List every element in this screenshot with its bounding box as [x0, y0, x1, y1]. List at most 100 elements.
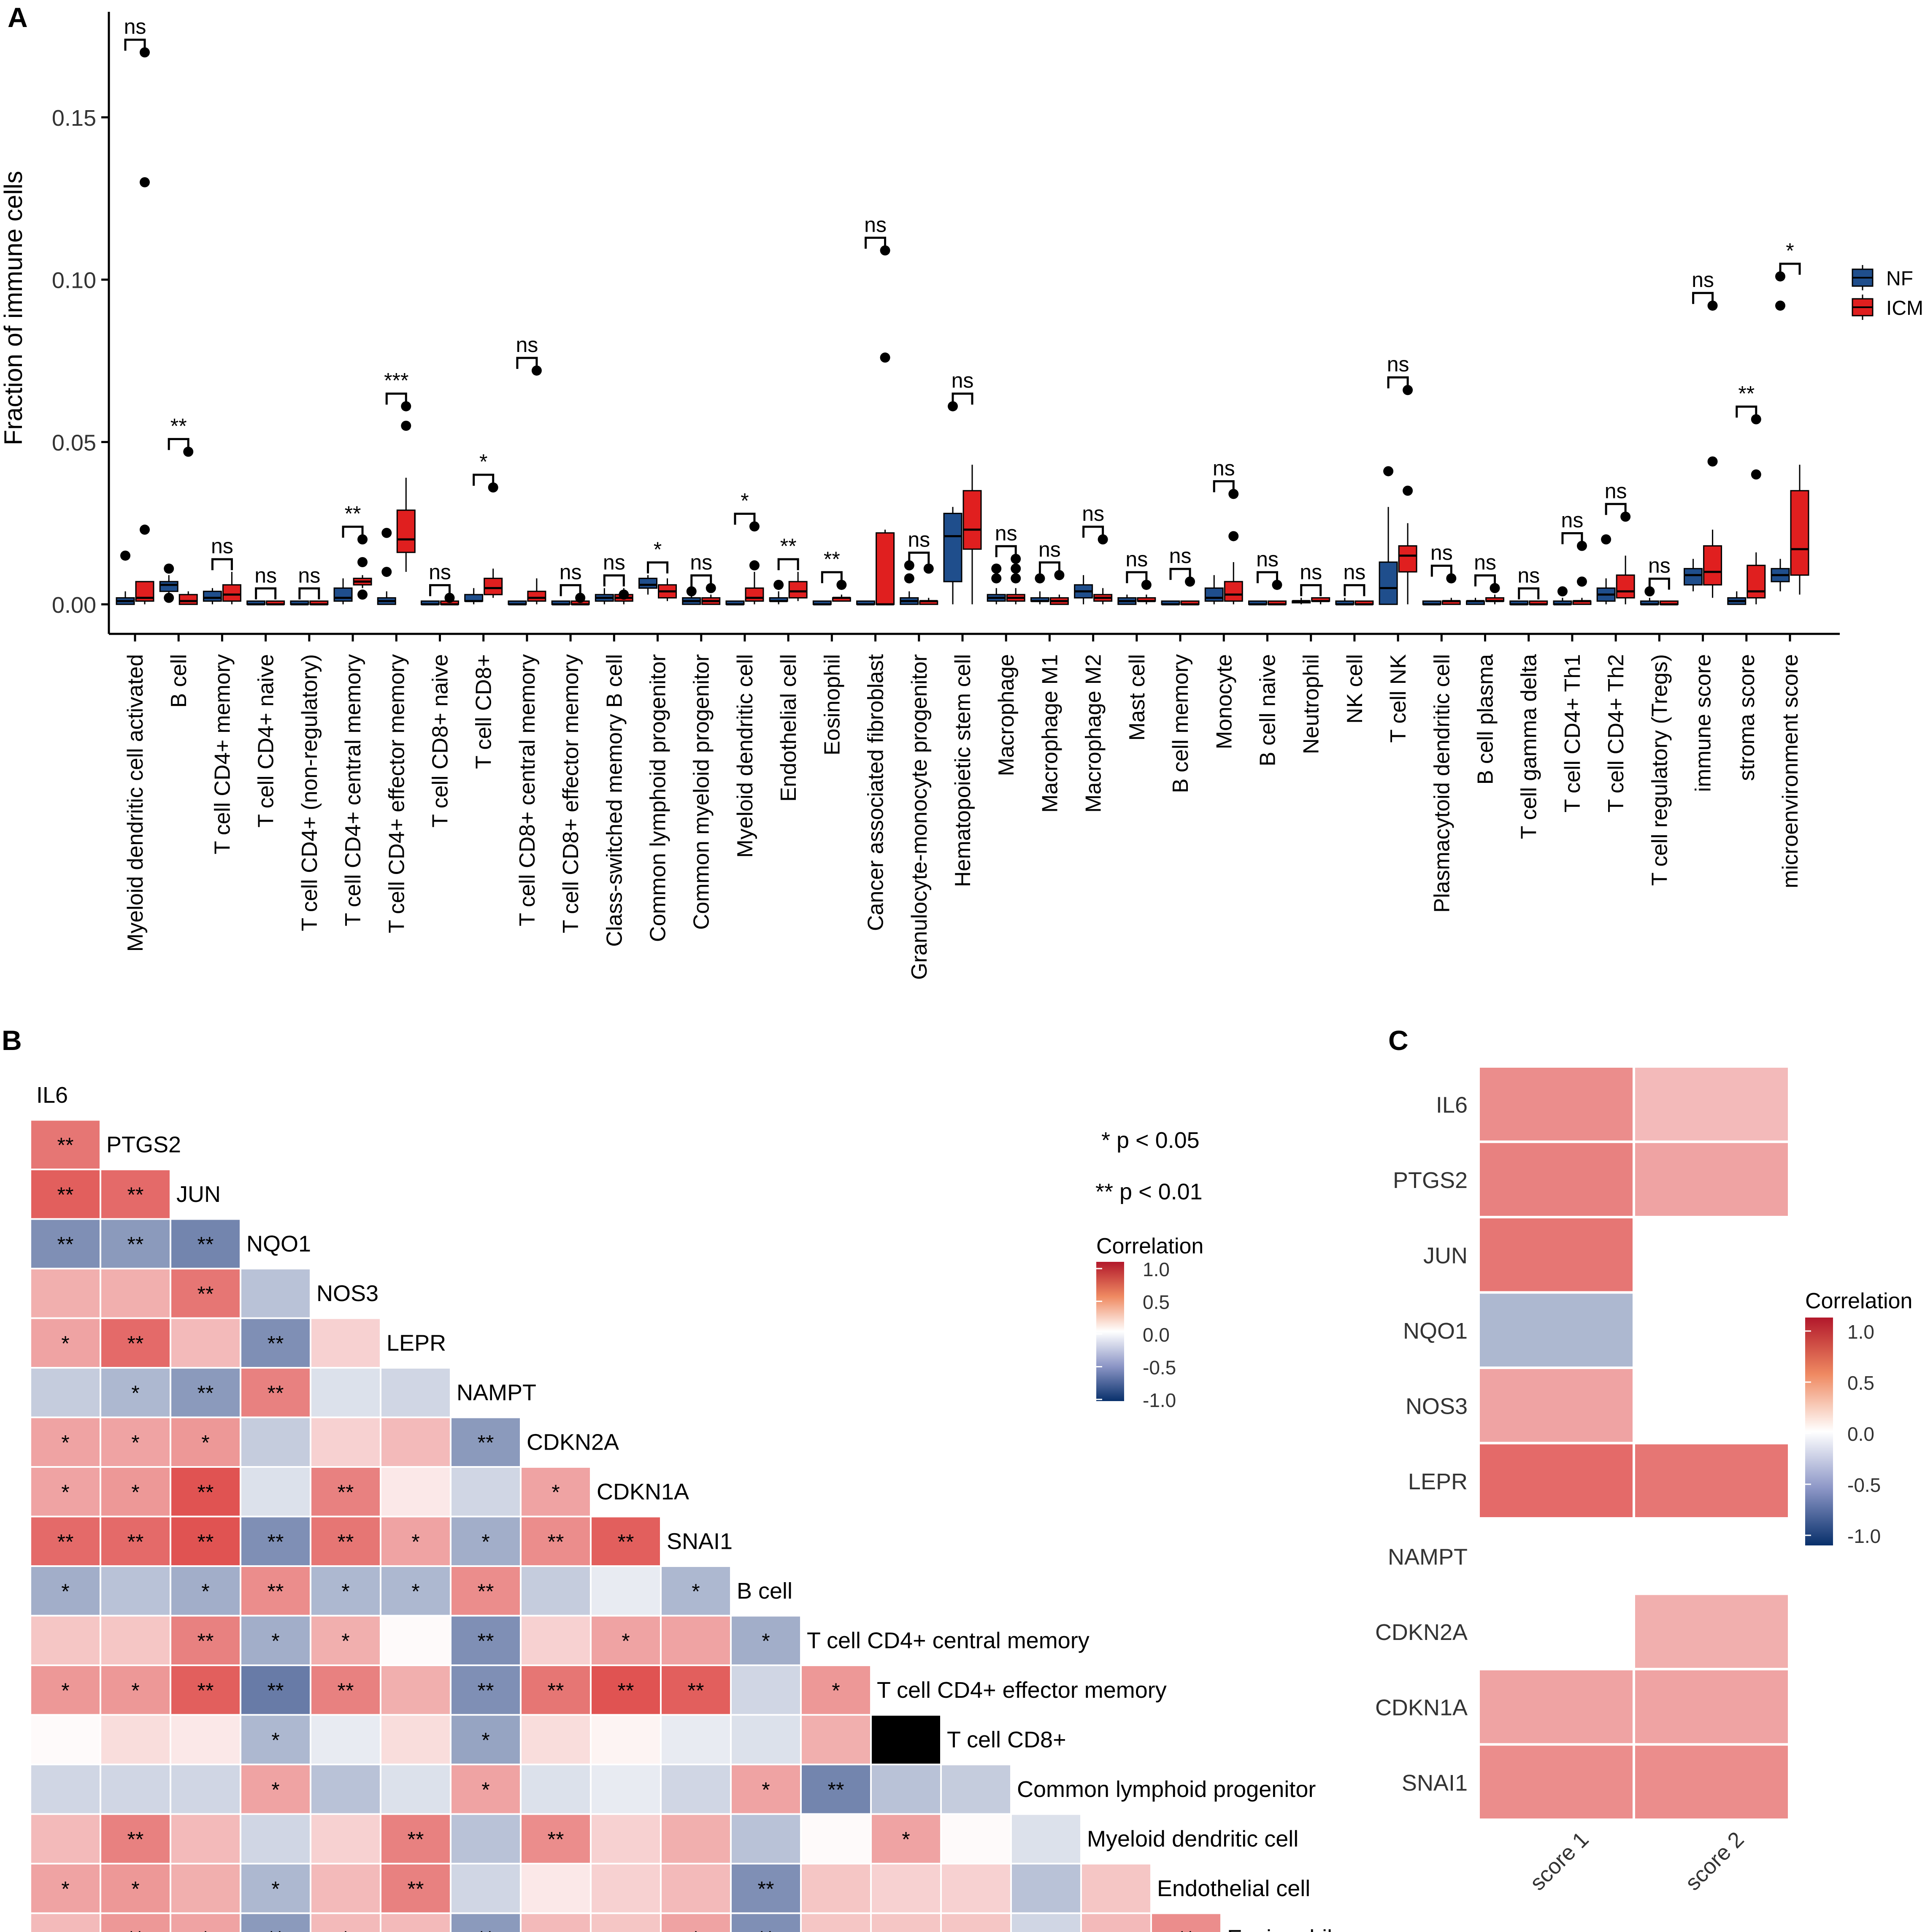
x-tick-label: Neutrophil — [1299, 654, 1324, 754]
category-group: Myeloid dendritic cell activated ns — [116, 15, 154, 952]
nf-outlier-point — [1035, 573, 1045, 584]
corr-cell — [241, 1864, 310, 1913]
corr-cell — [592, 1517, 660, 1565]
significance-bracket — [1779, 262, 1801, 275]
significance-label: ns — [1169, 544, 1192, 568]
category-group: microenvironment score * — [1771, 239, 1809, 888]
icm-outlier-point — [1751, 469, 1761, 480]
corr-cell — [31, 1666, 100, 1714]
nf-box — [943, 513, 962, 582]
corr-cell — [311, 1567, 380, 1615]
category-group: T cell gamma delta ns — [1509, 563, 1548, 839]
corr-cell-significance: ** — [197, 1282, 214, 1306]
corr-cell — [522, 1666, 590, 1714]
corr-cell — [662, 1914, 730, 1932]
variable-label: T cell CD8+ — [947, 1727, 1066, 1752]
corr-cell-significance: ** — [338, 1679, 354, 1702]
icm-outlier-point — [1011, 554, 1021, 564]
corr-cell — [311, 1815, 380, 1863]
x-tick-label: NK cell — [1343, 654, 1367, 724]
significance-label: ns — [516, 333, 538, 357]
corr-cell-significance: ** — [478, 1580, 494, 1603]
significance-label: ns — [1561, 509, 1584, 532]
icm-outlier-point — [140, 525, 150, 535]
significance-bracket — [1474, 574, 1496, 587]
colorbar-b-tick-label: -0.5 — [1143, 1357, 1176, 1379]
corr-cell — [452, 1517, 520, 1565]
score-cell — [1480, 1369, 1633, 1442]
corr-cell-significance: * — [902, 1827, 910, 1851]
significance-bracket — [342, 525, 364, 538]
significance-label: ns — [1648, 554, 1671, 577]
colorbar-c-tick-label: -1.0 — [1847, 1525, 1881, 1547]
x-tick-label: Common myeloid progenitor — [689, 654, 714, 930]
corr-cell-significance: ** — [197, 1679, 214, 1702]
significance-label: ** — [345, 502, 361, 525]
row-label: NQO1 — [1403, 1318, 1468, 1344]
corr-cell — [732, 1616, 800, 1664]
corr-cell-significance: ** — [1178, 1927, 1195, 1932]
corr-cell-significance: ** — [408, 1877, 424, 1901]
colorbar-c-title: Correlation — [1805, 1289, 1912, 1313]
corr-cell — [802, 1815, 870, 1863]
score-cell — [1480, 1218, 1633, 1291]
corr-cell-significance: ** — [338, 1530, 354, 1553]
significance-label: ns — [1474, 551, 1496, 574]
variable-label: LEPR — [387, 1330, 446, 1356]
category-group: Macrophage M1 ns — [1030, 538, 1069, 813]
icm-outlier-point — [488, 482, 498, 493]
nf-outlier-point — [991, 563, 1002, 574]
corr-cell — [171, 1666, 240, 1714]
corr-cell — [171, 1716, 240, 1764]
category-group: T cell NK ns — [1379, 352, 1417, 743]
corr-cell — [171, 1765, 240, 1813]
corr-cell — [171, 1418, 240, 1466]
x-tick-label: T cell CD8+ — [472, 654, 496, 769]
corr-cell — [732, 1864, 800, 1913]
significance-bracket — [1300, 584, 1322, 596]
category-group: T cell CD4+ naive ns — [246, 563, 285, 828]
significance-bracket — [1344, 584, 1365, 596]
corr-cell-significance: ** — [127, 1827, 144, 1851]
corr-cell-significance: * — [481, 1778, 489, 1802]
nf-outlier-point — [1775, 300, 1785, 311]
corr-cell-significance: ** — [127, 1183, 144, 1207]
x-tick-label: T cell NK — [1386, 654, 1411, 743]
x-tick-label: Common lymphoid progenitor — [646, 654, 671, 942]
nf-box — [203, 590, 222, 602]
icm-box — [962, 490, 982, 550]
corr-cell-significance: ** — [478, 1927, 494, 1932]
corr-cell — [241, 1369, 310, 1417]
nf-box — [1204, 587, 1224, 602]
category-group: T cell CD4+ memory ns — [203, 534, 241, 854]
row-label: IL6 — [1436, 1092, 1468, 1118]
significance-label: ** — [780, 534, 797, 558]
icm-outlier-point — [923, 563, 934, 574]
x-tick-label: Myeloid dendritic cell — [733, 654, 757, 858]
x-tick-label: Mast cell — [1125, 654, 1149, 741]
corr-cell-significance: ** — [57, 1530, 74, 1553]
icm-outlier-point — [531, 365, 542, 376]
significance-label: ** — [170, 414, 187, 438]
corr-cell — [452, 1716, 520, 1764]
score-cell — [1480, 1745, 1633, 1818]
significance-bracket — [821, 571, 843, 583]
corr-cell — [31, 1616, 100, 1664]
category-group: immune score ns — [1684, 268, 1722, 792]
significance-bracket — [1605, 503, 1627, 515]
x-tick-label: Granulocyte-monocyte progenitor — [907, 654, 932, 980]
icm-outlier-point — [357, 589, 368, 600]
corr-cell-significance: ** — [478, 1629, 494, 1653]
significance-bracket — [690, 574, 712, 587]
colorbar-c-gradient — [1805, 1318, 1833, 1545]
corr-cell — [171, 1468, 240, 1516]
corr-cell — [31, 1716, 100, 1764]
category-group: Common lymphoid progenitor * — [638, 538, 677, 942]
corr-cell — [311, 1914, 380, 1932]
icm-outlier-point — [1272, 579, 1282, 590]
nf-box — [333, 587, 353, 602]
corr-cell — [1082, 1864, 1150, 1913]
variable-label: SNAI1 — [667, 1529, 733, 1554]
score-cell — [1635, 1745, 1788, 1818]
significance-bracket — [1561, 532, 1583, 544]
